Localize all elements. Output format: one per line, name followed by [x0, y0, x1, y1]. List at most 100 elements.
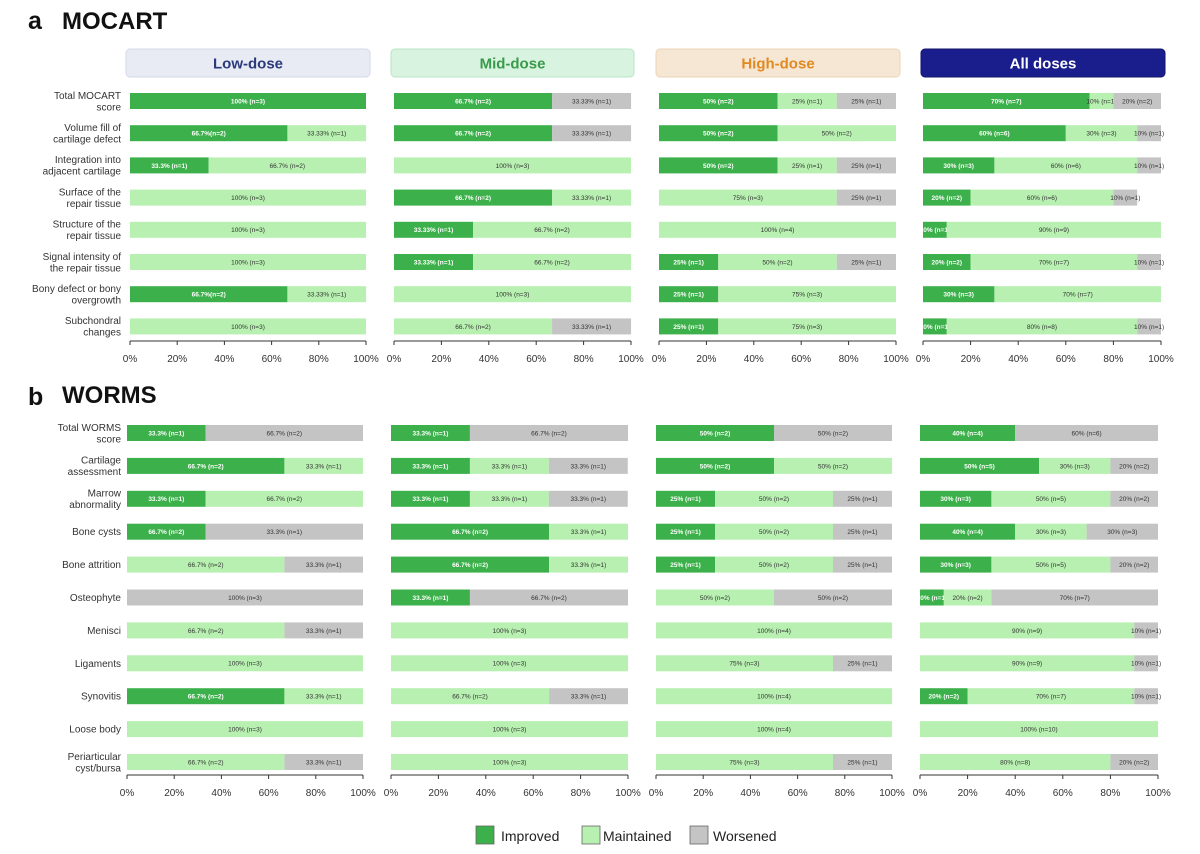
bar-value-label: 33.3% (n=1) — [571, 694, 607, 701]
row-label: overgrowth — [72, 295, 121, 306]
bar-segment-maintained — [994, 157, 1138, 174]
x-tick-label: 80% — [1100, 788, 1120, 799]
bar-value-label: 40% (n=4) — [952, 529, 983, 536]
bar-value-label: 75% (n=3) — [792, 324, 822, 331]
bar-value-label: 66.7%(n=2) — [192, 292, 226, 299]
bar-segment-worsened — [1134, 688, 1158, 705]
bar-value-label: 30% (n=3) — [1036, 529, 1066, 536]
x-tick-label: 0% — [649, 788, 664, 799]
x-tick-label: 80% — [835, 788, 855, 799]
bar-segment-maintained — [715, 490, 833, 507]
bar-value-label: 25% (n=1) — [847, 759, 877, 766]
row-label: Loose body — [69, 725, 121, 736]
row-label: Subchondral — [65, 316, 121, 327]
x-tick-label: 80% — [839, 354, 859, 365]
bar-segment-maintained — [777, 125, 896, 142]
bar-segment-improved — [659, 93, 778, 109]
bar-segment-maintained — [946, 318, 1138, 335]
bar-segment-maintained — [715, 556, 833, 573]
bar-value-label: 66.7% (n=2) — [188, 562, 224, 569]
bar-value-label: 10% (n=1) — [1131, 628, 1161, 635]
x-tick-label: 80% — [574, 354, 594, 365]
bar-value-label: 33.33% (n=1) — [307, 292, 346, 299]
bar-value-label: 50% (n=2) — [822, 131, 852, 138]
bar-value-label: 50% (n=5) — [1036, 496, 1066, 503]
bar-value-label: 25% (n=1) — [847, 562, 877, 569]
bar-value-label: 66.7% (n=2) — [455, 195, 491, 202]
bar-segment-maintained — [659, 221, 896, 238]
bar-segment-improved — [920, 589, 944, 606]
bar-segment-maintained — [656, 655, 833, 672]
bar-value-label: 30% (n=3) — [940, 496, 971, 503]
bar-value-label: 10% (n=1) — [1131, 661, 1161, 668]
bar-segment-improved — [920, 457, 1039, 474]
x-tick-label: 0% — [387, 354, 402, 365]
bar-value-label: 90% (n=9) — [1039, 227, 1069, 234]
bar-segment-maintained — [391, 754, 628, 770]
bar-value-label: 50% (n=2) — [762, 259, 792, 266]
bar-value-label: 10% (n=1) — [1134, 163, 1164, 170]
bar-segment-improved — [659, 157, 778, 174]
bar-value-label: 33.3% (n=1) — [492, 463, 528, 470]
row-label: Total MOCART — [54, 91, 121, 102]
bar-value-label: 25% (n=1) — [670, 529, 701, 536]
bar-value-label: 20% (n=2) — [953, 595, 983, 602]
x-tick-label: 60% — [259, 788, 279, 799]
bar-value-label: 66.7%(n=2) — [192, 131, 226, 138]
bar-value-label: 100% (n=4) — [761, 227, 795, 234]
x-axis: 0% 20% 40% 60% 80% 100% — [384, 774, 641, 799]
bar-segment-maintained — [472, 254, 632, 270]
bar-value-label: 100% (n=3) — [228, 727, 262, 734]
row-label: Volume fill of — [64, 123, 121, 134]
bar-value-label: 50% (n=5) — [964, 463, 995, 470]
bar-segment-worsened — [836, 157, 896, 174]
x-tick-label: 0% — [123, 354, 138, 365]
bar-segment-maintained — [130, 189, 366, 206]
row-label: Periarticular — [68, 752, 122, 763]
bar-value-label: 25% (n=1) — [847, 496, 877, 503]
bar-segment-maintained — [656, 589, 774, 606]
row-label: repair tissue — [67, 231, 122, 242]
bar-segment-worsened — [552, 93, 632, 109]
bar-value-label: 20% (n=2) — [1122, 98, 1152, 105]
bar-value-label: 90% (n=9) — [1012, 661, 1042, 668]
bar-value-label: 66.7% (n=2) — [188, 694, 224, 701]
bar-segment-improved — [659, 254, 719, 270]
row-label: cartilage defect — [53, 134, 121, 145]
bar-segment-maintained — [718, 254, 837, 270]
x-axis: 0% 20% 40% 60% 80% 100% — [916, 340, 1174, 365]
bar-segment-worsened — [1110, 490, 1158, 507]
bar-segment-improved — [923, 221, 947, 238]
bar-value-label: 20% (n=2) — [1119, 759, 1149, 766]
x-tick-label: 100% — [618, 354, 644, 365]
bar-value-label: 10% (n=1) — [1086, 98, 1116, 105]
bar-value-label: 66.7% (n=2) — [269, 163, 305, 170]
bar-value-label: 33.33% (n=1) — [414, 227, 454, 234]
bar-segment-maintained — [994, 286, 1161, 303]
bar-value-label: 33.3% (n=1) — [151, 163, 187, 170]
bar-value-label: 60% (n=6) — [979, 131, 1010, 138]
chart-row: Bone attrition 66.7% (n=2) 33.3% (n=1) 66.7… — [62, 556, 1158, 573]
bar-segment-maintained — [991, 556, 1111, 573]
bar-segment-maintained — [287, 125, 367, 142]
bar-segment-maintained — [127, 622, 285, 639]
bar-value-label: 33.3% (n=1) — [148, 496, 184, 503]
bar-value-label: 100% (n=3) — [228, 595, 262, 602]
bar-value-label: 25% (n=1) — [847, 529, 877, 536]
bar-segment-maintained — [394, 318, 553, 335]
bar-segment-maintained — [777, 93, 837, 109]
bar-segment-improved — [394, 221, 473, 238]
x-tick-label: 40% — [1008, 354, 1028, 365]
x-tick-label: 100% — [879, 788, 905, 799]
bar-value-label: 20% (n=2) — [932, 195, 963, 202]
dose-header-label: All doses — [1010, 56, 1077, 73]
bar-value-label: 33.33% (n=1) — [307, 131, 346, 138]
bar-value-label: 20% (n=2) — [932, 259, 963, 266]
bar-segment-maintained — [659, 189, 837, 206]
bar-segment-worsened — [205, 425, 363, 441]
row-label: Marrow — [88, 489, 122, 500]
bar-segment-maintained — [130, 254, 366, 270]
bar-value-label: 33.3% (n=1) — [148, 430, 184, 437]
bar-segment-worsened — [833, 490, 892, 507]
